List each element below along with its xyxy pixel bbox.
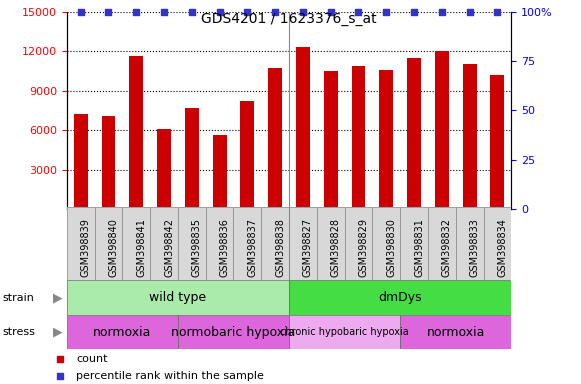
Point xyxy=(410,8,419,15)
Bar xyxy=(268,68,282,209)
Bar xyxy=(490,75,504,209)
Bar xyxy=(213,136,227,209)
Point xyxy=(187,8,196,15)
Bar xyxy=(352,66,365,209)
Bar xyxy=(462,64,476,209)
Point xyxy=(243,8,252,15)
Bar xyxy=(178,315,289,349)
Bar xyxy=(130,56,143,209)
Text: GSM398838: GSM398838 xyxy=(275,218,285,277)
Point xyxy=(298,8,307,15)
Point xyxy=(104,8,113,15)
Bar xyxy=(67,315,178,349)
Text: GSM398840: GSM398840 xyxy=(109,218,119,277)
Text: ▶: ▶ xyxy=(53,326,63,339)
Bar xyxy=(185,108,199,209)
Bar xyxy=(296,47,310,209)
Bar xyxy=(102,116,116,209)
Text: normoxia: normoxia xyxy=(93,326,152,339)
Text: GSM398834: GSM398834 xyxy=(497,218,507,277)
Bar xyxy=(289,315,400,349)
Bar xyxy=(150,207,178,280)
Text: stress: stress xyxy=(3,327,36,337)
Text: GSM398832: GSM398832 xyxy=(442,218,452,277)
Point xyxy=(76,8,85,15)
Text: GSM398836: GSM398836 xyxy=(220,218,229,277)
Bar xyxy=(67,280,289,315)
Text: GSM398829: GSM398829 xyxy=(358,218,368,277)
Text: GSM398830: GSM398830 xyxy=(386,218,396,277)
Point xyxy=(354,8,363,15)
Bar xyxy=(456,207,483,280)
Point xyxy=(382,8,391,15)
Point xyxy=(493,8,502,15)
Text: GSM398841: GSM398841 xyxy=(137,218,146,277)
Text: GDS4201 / 1623376_s_at: GDS4201 / 1623376_s_at xyxy=(201,12,377,25)
Text: wild type: wild type xyxy=(149,291,206,304)
Bar xyxy=(95,207,123,280)
Text: GSM398831: GSM398831 xyxy=(414,218,424,277)
Point xyxy=(437,8,446,15)
Bar xyxy=(178,207,206,280)
Point xyxy=(132,8,141,15)
Text: strain: strain xyxy=(3,293,35,303)
Bar xyxy=(400,315,511,349)
Bar xyxy=(289,280,511,315)
Text: chronic hypobaric hypoxia: chronic hypobaric hypoxia xyxy=(280,327,409,337)
Text: ▶: ▶ xyxy=(53,291,63,304)
Bar xyxy=(407,58,421,209)
Text: GSM398835: GSM398835 xyxy=(192,218,202,277)
Point xyxy=(271,8,280,15)
Bar xyxy=(483,207,511,280)
Bar xyxy=(372,207,400,280)
Bar xyxy=(379,70,393,209)
Text: normoxia: normoxia xyxy=(426,326,485,339)
Bar xyxy=(123,207,150,280)
Text: percentile rank within the sample: percentile rank within the sample xyxy=(76,371,264,381)
Bar xyxy=(428,207,456,280)
Text: dmDys: dmDys xyxy=(378,291,422,304)
Bar xyxy=(157,129,171,209)
Text: GSM398839: GSM398839 xyxy=(81,218,91,277)
Text: GSM398827: GSM398827 xyxy=(303,218,313,277)
Text: count: count xyxy=(76,354,107,364)
Text: GSM398833: GSM398833 xyxy=(469,218,479,277)
Bar xyxy=(345,207,372,280)
Bar xyxy=(400,207,428,280)
Text: normobaric hypoxia: normobaric hypoxia xyxy=(171,326,296,339)
Bar xyxy=(324,71,338,209)
Bar xyxy=(241,101,254,209)
Bar xyxy=(67,207,511,280)
Point xyxy=(159,8,168,15)
Bar xyxy=(234,207,261,280)
Bar xyxy=(435,51,449,209)
Text: GSM398842: GSM398842 xyxy=(164,218,174,277)
Text: GSM398837: GSM398837 xyxy=(248,218,257,277)
Bar xyxy=(206,207,234,280)
Bar xyxy=(261,207,289,280)
Bar xyxy=(67,207,95,280)
Point xyxy=(465,8,474,15)
Point xyxy=(215,8,224,15)
Bar xyxy=(317,207,345,280)
Text: GSM398828: GSM398828 xyxy=(331,218,340,277)
Point xyxy=(326,8,335,15)
Bar xyxy=(289,207,317,280)
Bar xyxy=(74,114,88,209)
